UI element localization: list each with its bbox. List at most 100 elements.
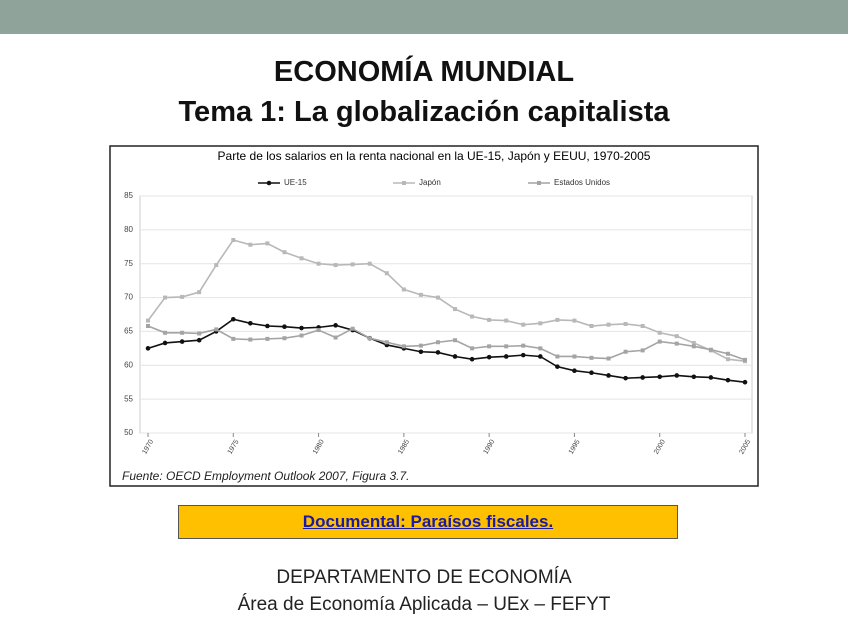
point [503, 354, 509, 359]
y-tick-label: 70 [124, 293, 133, 302]
legend-label: Estados Unidos [554, 178, 610, 187]
point [265, 241, 270, 246]
point [180, 330, 185, 335]
point [146, 318, 150, 323]
point [163, 330, 168, 335]
point [367, 336, 372, 341]
point [657, 330, 662, 335]
y-tick-label: 55 [124, 394, 133, 403]
y-tick-label: 80 [124, 225, 133, 234]
point [555, 364, 560, 369]
y-tick-label: 75 [124, 259, 133, 268]
footer-line: DEPARTAMENTO DE ECONOMÍA [276, 567, 572, 588]
point [231, 336, 236, 341]
point [640, 348, 645, 353]
point [453, 338, 458, 343]
point [435, 340, 440, 345]
point [520, 352, 526, 358]
point [674, 334, 679, 339]
legend-label: Japón [419, 178, 441, 187]
point [725, 357, 730, 362]
y-tick-label: 60 [124, 360, 133, 369]
chart-source: Fuente: OECD Employment Outlook 2007, Fi… [122, 469, 409, 483]
point [418, 343, 423, 348]
point [538, 354, 543, 359]
point [214, 327, 219, 332]
point [555, 354, 560, 359]
point [504, 344, 509, 349]
point [384, 340, 389, 345]
point [623, 375, 628, 381]
point [743, 357, 747, 362]
slide-subtitle: Tema 1: La globalización capitalista [178, 96, 670, 128]
chart: Parte de los salarios en la renta nacion… [109, 145, 759, 487]
y-tick-label: 65 [124, 327, 133, 336]
point [674, 373, 680, 378]
point [521, 322, 526, 327]
point [384, 271, 389, 276]
legend-marker [266, 180, 272, 186]
point [572, 368, 577, 374]
point [248, 321, 253, 326]
point [231, 238, 236, 243]
point [197, 331, 202, 336]
point [282, 324, 287, 329]
point [435, 350, 441, 355]
point [555, 317, 560, 322]
link-box: Documental: Paraísos fiscales. [178, 505, 678, 539]
point [333, 263, 338, 268]
point [725, 377, 731, 383]
point [623, 321, 628, 326]
point [162, 340, 168, 346]
point [299, 333, 304, 338]
point [470, 314, 475, 319]
point [657, 339, 662, 344]
point [435, 295, 440, 300]
header-bar [0, 0, 848, 34]
point [469, 356, 475, 362]
point [197, 290, 202, 295]
point [538, 321, 543, 326]
point [401, 287, 406, 292]
point [145, 346, 151, 351]
point [265, 323, 270, 329]
point [180, 294, 185, 299]
point [657, 374, 663, 380]
point [708, 347, 713, 352]
point [487, 344, 492, 349]
point [163, 295, 168, 300]
documentary-link[interactable]: Documental: Paraísos fiscales. [302, 512, 554, 531]
point [367, 261, 372, 266]
point [691, 340, 696, 345]
plot-area [139, 195, 753, 434]
series-line [147, 239, 746, 363]
point [538, 346, 543, 351]
point [350, 262, 355, 267]
point [589, 355, 594, 360]
point [333, 323, 338, 328]
point [487, 317, 492, 322]
point [606, 322, 611, 327]
point [282, 336, 287, 341]
point [316, 261, 321, 266]
point [589, 370, 594, 376]
legend-marker [537, 181, 541, 185]
point [640, 375, 645, 380]
point [640, 324, 645, 329]
point [196, 337, 202, 343]
footer-line: Área de Economía Aplicada – UEx – FEFYT [237, 594, 611, 615]
point [691, 374, 697, 380]
series-line [147, 318, 746, 384]
point [606, 373, 611, 378]
point [589, 324, 594, 329]
y-tick-label: 50 [124, 428, 133, 437]
point [674, 341, 679, 346]
point [214, 263, 219, 268]
point [691, 344, 696, 349]
chart-title: Parte de los salarios en la renta nacion… [218, 149, 651, 163]
point [572, 354, 577, 359]
slide-title: ECONOMÍA MUNDIAL [273, 56, 575, 88]
point [606, 356, 611, 361]
point [179, 339, 185, 344]
